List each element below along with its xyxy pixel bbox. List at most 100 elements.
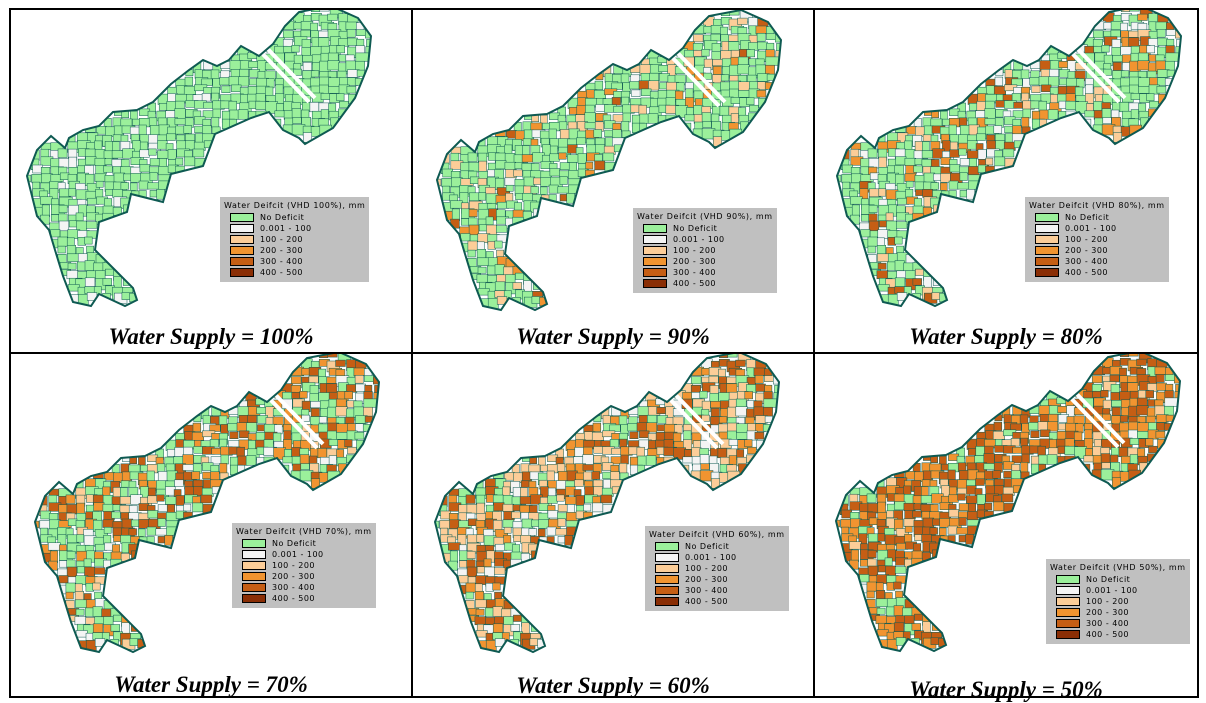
field-parcel: [310, 408, 320, 417]
legend-label: 0.001 - 100: [260, 223, 312, 233]
field-parcel: [620, 73, 630, 84]
field-parcel: [1101, 45, 1110, 53]
field-parcel: [512, 209, 525, 218]
field-parcel: [708, 375, 719, 384]
field-parcel: [346, 29, 356, 38]
field-parcel: [1166, 29, 1177, 36]
field-parcel: [546, 526, 557, 536]
field-parcel: [692, 34, 704, 43]
field-parcel: [1091, 375, 1103, 384]
legend-label: 200 - 300: [673, 256, 717, 266]
field-parcel: [450, 200, 463, 209]
field-parcel: [1028, 422, 1039, 431]
map-legend: Water Deifcit (VHD 70%), mm No Deficit 0.0…: [232, 523, 376, 608]
district-outline: [33, 354, 381, 654]
field-parcel: [565, 486, 576, 496]
deficit-map: [433, 354, 781, 654]
legend-swatch: [230, 268, 254, 277]
legend-label: 100 - 200: [272, 560, 316, 570]
field-parcel: [893, 581, 902, 590]
district-outline: [433, 354, 781, 654]
field-parcel: [86, 221, 98, 229]
field-parcel: [619, 463, 628, 474]
field-parcel: [318, 30, 329, 38]
field-parcel: [39, 190, 49, 198]
field-parcel: [622, 112, 631, 123]
field-parcel: [1165, 60, 1175, 71]
road-line: [661, 386, 725, 450]
field-parcel: [877, 262, 887, 270]
field-parcel: [102, 278, 112, 286]
field-parcel: [957, 493, 966, 501]
field-parcel: [1156, 85, 1167, 94]
field-parcel: [148, 117, 158, 127]
field-parcel: [111, 511, 121, 519]
field-parcel: [192, 502, 204, 513]
field-parcel: [354, 375, 364, 384]
legend-label: No Deficit: [260, 212, 305, 222]
field-parcel: [1149, 100, 1159, 109]
field-parcel: [850, 196, 863, 205]
field-parcel: [765, 64, 775, 75]
field-parcel: [1164, 397, 1178, 407]
field-parcel: [549, 153, 560, 162]
legend-swatch: [643, 268, 667, 277]
field-parcel: [757, 41, 768, 50]
legend-swatch: [655, 542, 679, 551]
field-parcel: [699, 391, 708, 399]
field-parcel: [717, 448, 728, 459]
field-parcel: [492, 606, 503, 617]
field-parcel: [67, 518, 78, 526]
field-parcel: [520, 487, 528, 498]
deficit-map: [435, 10, 783, 312]
field-parcel: [867, 148, 878, 158]
field-parcel: [867, 565, 879, 577]
field-parcel: [365, 46, 371, 56]
field-parcel: [673, 432, 682, 442]
legend-label: 400 - 500: [260, 267, 304, 277]
field-parcel: [494, 240, 503, 249]
field-parcel: [754, 431, 765, 440]
field-parcel: [363, 406, 373, 417]
legend-item: 100 - 200: [242, 560, 372, 571]
field-parcel: [621, 121, 630, 132]
field-parcel: [101, 608, 112, 618]
field-parcel: [503, 266, 514, 276]
field-parcel: [849, 190, 859, 198]
field-parcel: [621, 96, 630, 106]
field-parcel: [948, 509, 959, 518]
field-parcel: [336, 93, 345, 102]
field-parcel: [165, 486, 176, 496]
field-parcel: [346, 85, 357, 94]
field-parcel: [465, 591, 474, 600]
field-parcel: [755, 383, 766, 392]
field-parcel: [356, 29, 367, 36]
deficit-map: [25, 10, 373, 308]
legend-item: 100 - 200: [1056, 596, 1186, 607]
field-parcel: [75, 630, 88, 638]
field-parcel: [148, 148, 157, 156]
field-parcel: [139, 164, 150, 173]
grid-border-middle: [9, 352, 1199, 354]
legend-item: 300 - 400: [230, 256, 365, 267]
field-parcel: [985, 157, 994, 166]
panel-caption: Water Supply = 60%: [516, 673, 710, 698]
field-parcel: [948, 124, 957, 136]
field-parcel: [712, 66, 722, 75]
field-parcel: [219, 463, 228, 474]
field-parcel: [866, 493, 877, 503]
field-parcel: [949, 164, 960, 173]
field-parcel: [1128, 354, 1139, 357]
field-parcel: [753, 367, 766, 377]
field-parcel: [94, 157, 106, 166]
field-parcel: [593, 89, 606, 100]
field-parcel: [1145, 438, 1154, 447]
field-parcel: [437, 178, 442, 187]
field-parcel: [992, 470, 1002, 479]
field-parcel: [344, 391, 353, 400]
field-parcel: [593, 486, 603, 497]
field-parcel: [773, 392, 779, 402]
field-parcel: [318, 368, 326, 378]
field-parcel: [1021, 92, 1030, 102]
legend-item: 0.001 - 100: [1056, 585, 1186, 596]
